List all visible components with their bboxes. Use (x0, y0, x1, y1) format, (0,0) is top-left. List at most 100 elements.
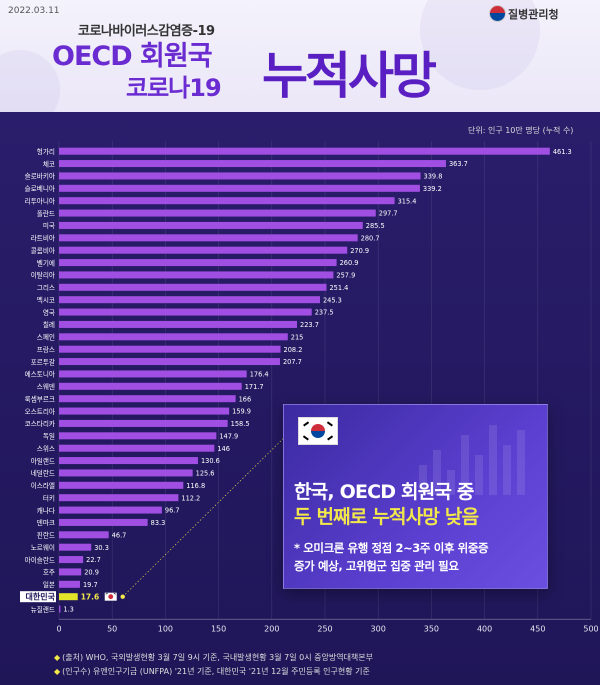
bar (59, 494, 179, 502)
bar (59, 432, 217, 440)
value-label: 30.3 (94, 544, 109, 552)
bar (59, 593, 78, 601)
value-label: 297.7 (379, 210, 398, 218)
value-label: 159.9 (232, 408, 251, 416)
bar (59, 234, 358, 242)
value-label: 270.9 (350, 247, 369, 255)
taegeuk-emblem-icon (489, 5, 506, 22)
x-tick-label: 150 (211, 624, 226, 633)
category-label: 덴마크 (37, 518, 55, 527)
bar (59, 469, 193, 477)
bullet-icon: ◆ (54, 667, 61, 676)
bar (59, 580, 80, 588)
bullet-icon: ◆ (54, 653, 61, 662)
value-label: 257.9 (336, 272, 355, 280)
flag-trigram (105, 592, 108, 595)
callout-line1: 한국, OECD 회원국 중 (294, 481, 474, 503)
decorative-bar (503, 445, 511, 495)
bar (59, 172, 421, 180)
bar (59, 147, 550, 155)
category-label: 룩셈부르크 (25, 394, 55, 403)
value-label: 237.5 (315, 309, 334, 317)
category-label: 노르웨이 (31, 543, 55, 552)
value-label: 260.9 (340, 259, 359, 267)
value-label: 17.6 (81, 592, 100, 601)
x-tick-label: 350 (424, 624, 439, 633)
decorative-bar (419, 465, 427, 495)
value-label: 1.3 (63, 606, 74, 614)
category-label: 터키 (43, 493, 55, 502)
value-label: 280.7 (361, 234, 380, 242)
x-tick-label: 50 (107, 624, 117, 633)
bar (59, 395, 236, 403)
bar (59, 259, 337, 267)
category-label: 아이슬란드 (25, 555, 55, 564)
value-label: 83.3 (151, 519, 166, 527)
callout-line2: 두 번째로 누적사망 낮음 (294, 506, 479, 528)
bar (59, 333, 288, 341)
value-label: 461.3 (553, 148, 572, 156)
category-label: 헝가리 (37, 147, 55, 156)
flag-trigram (113, 592, 116, 595)
bar (59, 345, 281, 353)
population-note: ◆ (인구수) 유엔인구기금 (UNFPA) '21년 기준, 대한민국 '21년… (54, 667, 370, 676)
highlight-label-bg (20, 591, 56, 603)
category-label: 라트비아 (31, 234, 55, 243)
value-label: 125.6 (196, 470, 215, 478)
korea-flag-icon (298, 417, 338, 445)
value-label: 130.6 (201, 457, 220, 465)
x-tick-label: 400 (477, 624, 492, 633)
value-label: 19.7 (83, 581, 98, 589)
subtitle: 코로나바이러스감염증-19 (78, 24, 215, 39)
title-line1: OECD 회원국 (52, 41, 213, 72)
category-label: 그리스 (37, 283, 55, 292)
value-label: 20.9 (84, 569, 99, 577)
bar (59, 209, 376, 217)
category-label: 일본 (43, 580, 55, 589)
value-label: 245.3 (323, 296, 342, 304)
bar (59, 481, 184, 489)
bar (59, 221, 363, 229)
bar (59, 160, 446, 168)
decorative-bar (447, 470, 455, 495)
value-label: 176.4 (250, 371, 269, 379)
category-label: 리투아니아 (25, 196, 55, 205)
category-label: 영국 (43, 308, 55, 317)
bar (59, 605, 61, 613)
value-label: 207.7 (283, 358, 302, 366)
bar (59, 531, 109, 539)
x-tick-label: 450 (530, 624, 545, 633)
value-label: 112.2 (181, 494, 200, 502)
bar (59, 296, 320, 304)
category-label: 코스타리카 (25, 419, 55, 428)
category-label: 뉴질랜드 (31, 605, 55, 614)
bar (59, 271, 334, 279)
bar (59, 197, 395, 205)
callout-connector (122, 423, 299, 597)
category-label: 슬로바키아 (25, 172, 55, 181)
bar (59, 382, 242, 390)
decorative-bar (433, 450, 441, 495)
bar (59, 283, 327, 291)
value-label: 146 (217, 445, 230, 453)
unit-label: 단위: 인구 10만 명당 (누적 수) (468, 126, 574, 135)
bar (59, 457, 198, 465)
decorative-bar (461, 435, 469, 495)
x-tick-label: 500 (583, 624, 598, 633)
bar (59, 320, 298, 328)
category-label: 에스토니아 (25, 370, 55, 379)
category-label: 폴란드 (37, 210, 55, 218)
bar (59, 370, 247, 378)
category-label: 스위스 (37, 445, 55, 453)
decorative-bar (475, 455, 483, 495)
category-label: 벨기에 (37, 258, 55, 267)
category-label: 멕시코 (37, 295, 55, 304)
value-label: 339.8 (424, 173, 443, 181)
category-label: 호주 (43, 569, 55, 577)
value-label: 116.8 (186, 482, 205, 490)
x-tick-label: 200 (264, 624, 279, 633)
bar (59, 407, 230, 415)
value-label: 46.7 (112, 531, 127, 539)
bar (59, 246, 348, 254)
